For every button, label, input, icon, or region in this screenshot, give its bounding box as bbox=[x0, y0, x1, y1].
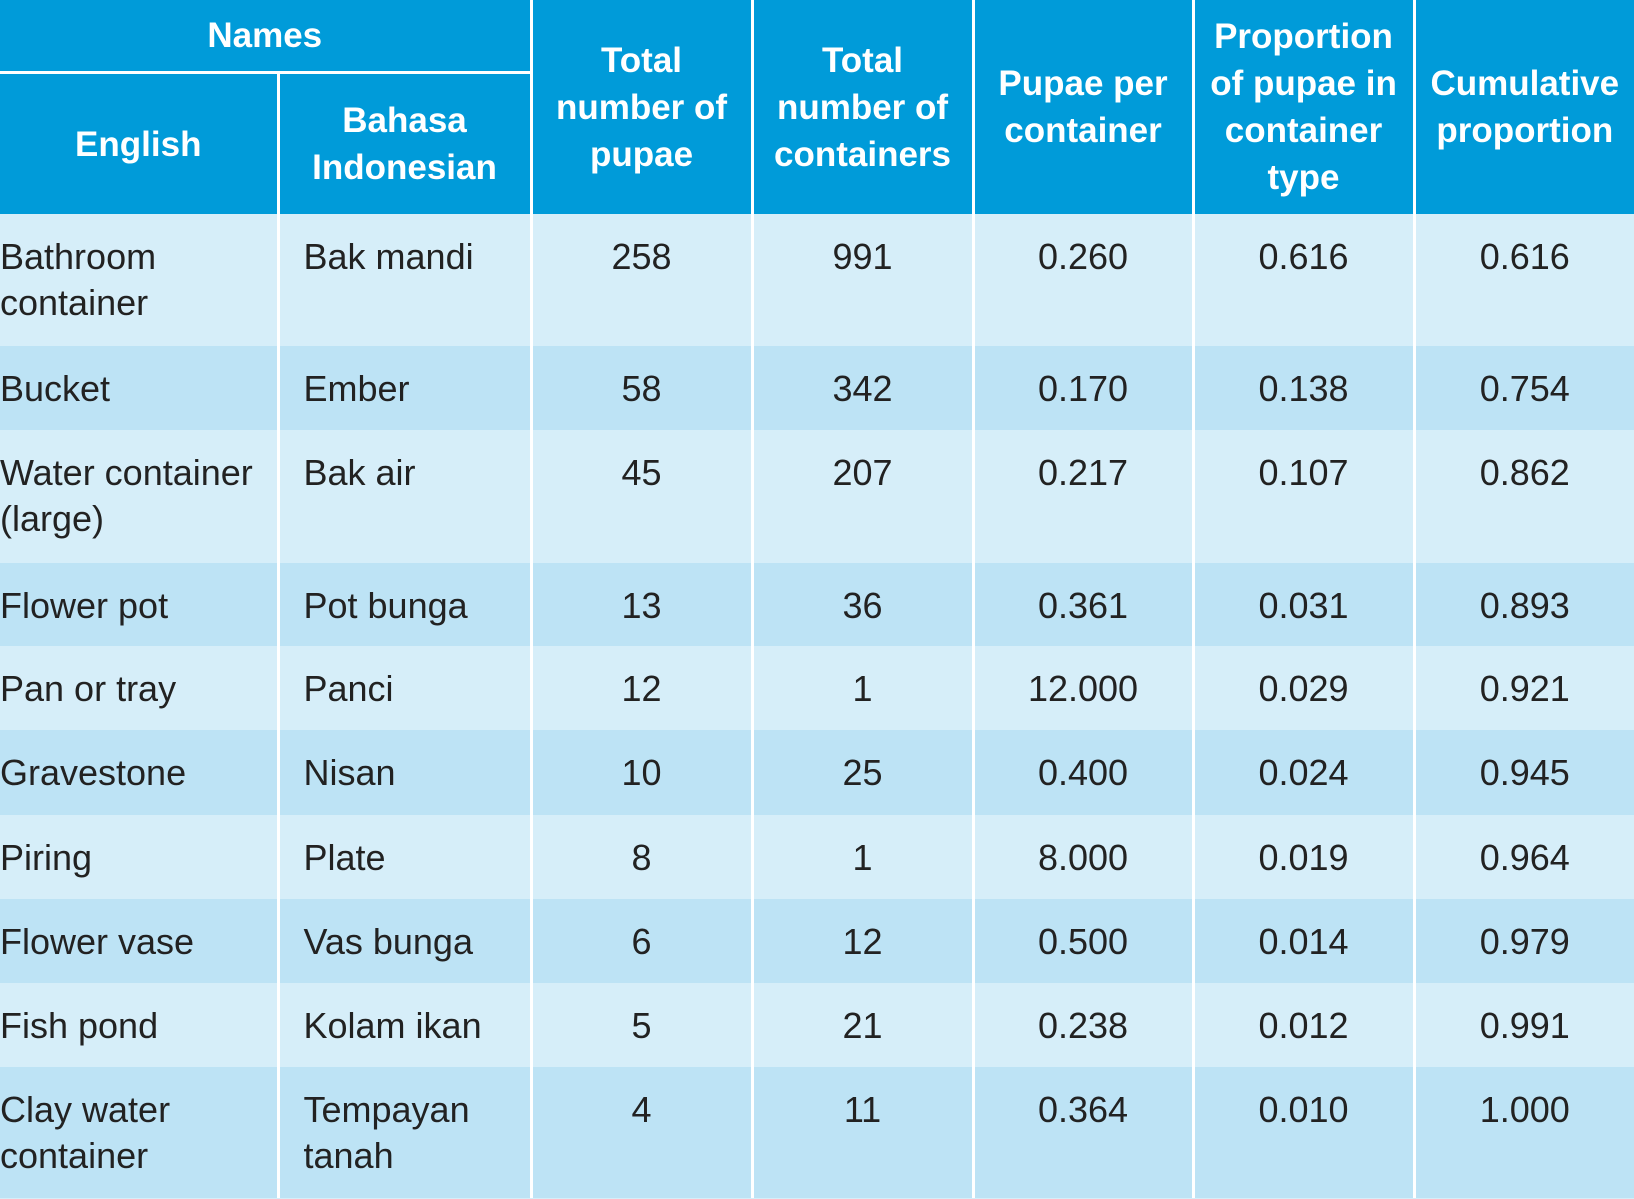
cell-cumulative: 0.945 bbox=[1412, 730, 1634, 815]
cell-cumulative: 0.921 bbox=[1412, 646, 1634, 730]
cell-cumulative: 0.893 bbox=[1412, 563, 1634, 646]
cell-proportion: 0.616 bbox=[1191, 214, 1415, 346]
table-row: Fish pond Kolam ikan 5 21 0.238 0.012 0.991 bbox=[0, 983, 1634, 1067]
cell-english: Clay water container bbox=[0, 1067, 278, 1198]
cell-total-pupae: 45 bbox=[529, 430, 753, 563]
cell-english: Piring bbox=[0, 815, 278, 899]
table-row: Clay water container Tempayan tanah 4 11 0.3… bbox=[0, 1067, 1634, 1198]
cell-english: Flower pot bbox=[0, 563, 278, 646]
cell-proportion: 0.031 bbox=[1191, 563, 1415, 646]
cell-total-containers: 36 bbox=[750, 563, 974, 646]
header-proportion: Proportion of pupae in container type bbox=[1191, 0, 1415, 214]
cell-bahasa: Bak mandi bbox=[276, 214, 532, 346]
cell-bahasa: Pot bunga bbox=[276, 563, 532, 646]
cell-total-pupae: 13 bbox=[529, 563, 753, 646]
table-row: Bucket Ember 58 342 0.170 0.138 0.754 bbox=[0, 346, 1634, 430]
cell-proportion: 0.024 bbox=[1191, 730, 1415, 815]
cell-total-containers: 207 bbox=[750, 430, 974, 563]
cell-total-pupae: 8 bbox=[529, 815, 753, 899]
cell-bahasa: Kolam ikan bbox=[276, 983, 532, 1067]
cell-english: Fish pond bbox=[0, 983, 278, 1067]
cell-proportion: 0.012 bbox=[1191, 983, 1415, 1067]
cell-proportion: 0.138 bbox=[1191, 346, 1415, 430]
cell-total-containers: 342 bbox=[750, 346, 974, 430]
cell-total-pupae: 5 bbox=[529, 983, 753, 1067]
cell-bahasa: Tempayan tanah bbox=[276, 1067, 532, 1198]
cell-total-pupae: 12 bbox=[529, 646, 753, 730]
table-row: Water container (large) Bak air 45 207 0.217… bbox=[0, 430, 1634, 563]
cell-cumulative: 0.862 bbox=[1412, 430, 1634, 563]
cell-proportion: 0.107 bbox=[1191, 430, 1415, 563]
cell-bahasa: Nisan bbox=[276, 730, 532, 815]
table-row: Gravestone Nisan 10 25 0.400 0.024 0.945 bbox=[0, 730, 1634, 815]
cell-cumulative: 0.979 bbox=[1412, 899, 1634, 983]
cell-cumulative: 0.991 bbox=[1412, 983, 1634, 1067]
table-row: Flower vase Vas bunga 6 12 0.500 0.014 0.979 bbox=[0, 899, 1634, 983]
table-row: Piring Plate 8 1 8.000 0.019 0.964 bbox=[0, 815, 1634, 899]
cell-cumulative: 0.964 bbox=[1412, 815, 1634, 899]
cell-total-pupae: 6 bbox=[529, 899, 753, 983]
header-total-pupae: Total number of pupae bbox=[529, 0, 753, 214]
table-row: Bathroom container Bak mandi 258 991 0.260 0.… bbox=[0, 214, 1634, 346]
cell-pupae-per-container: 0.260 bbox=[971, 214, 1194, 346]
cell-pupae-per-container: 0.400 bbox=[971, 730, 1194, 815]
cell-english: Pan or tray bbox=[0, 646, 278, 730]
cell-pupae-per-container: 0.170 bbox=[971, 346, 1194, 430]
cell-english: Flower vase bbox=[0, 899, 278, 983]
cell-pupae-per-container: 0.217 bbox=[971, 430, 1194, 563]
cell-pupae-per-container: 8.000 bbox=[971, 815, 1194, 899]
cell-total-containers: 1 bbox=[750, 815, 974, 899]
cell-total-containers: 11 bbox=[750, 1067, 974, 1198]
cell-total-containers: 12 bbox=[750, 899, 974, 983]
cell-english: Bucket bbox=[0, 346, 278, 430]
cell-cumulative: 0.616 bbox=[1412, 214, 1634, 346]
header-total-containers: Total number of containers bbox=[750, 0, 974, 214]
cell-english: Gravestone bbox=[0, 730, 278, 815]
cell-total-pupae: 58 bbox=[529, 346, 753, 430]
cell-pupae-per-container: 0.361 bbox=[971, 563, 1194, 646]
cell-pupae-per-container: 12.000 bbox=[971, 646, 1194, 730]
cell-total-containers: 1 bbox=[750, 646, 974, 730]
cell-proportion: 0.019 bbox=[1191, 815, 1415, 899]
cell-total-pupae: 258 bbox=[529, 214, 753, 346]
header-pupae-per-container: Pupae per container bbox=[971, 0, 1194, 214]
header-cumulative: Cumulative proportion bbox=[1412, 0, 1634, 214]
cell-bahasa: Plate bbox=[276, 815, 532, 899]
cell-cumulative: 0.754 bbox=[1412, 346, 1634, 430]
table-row: Pan or tray Panci 12 1 12.000 0.029 0.921 bbox=[0, 646, 1634, 730]
cell-total-pupae: 10 bbox=[529, 730, 753, 815]
cell-proportion: 0.029 bbox=[1191, 646, 1415, 730]
table-body: Bathroom container Bak mandi 258 991 0.260 0.… bbox=[0, 214, 1634, 1198]
table-row: Flower pot Pot bunga 13 36 0.361 0.031 0.893 bbox=[0, 563, 1634, 646]
header-english: English bbox=[0, 72, 278, 214]
cell-total-containers: 25 bbox=[750, 730, 974, 815]
cell-cumulative: 1.000 bbox=[1412, 1067, 1634, 1198]
cell-pupae-per-container: 0.500 bbox=[971, 899, 1194, 983]
cell-pupae-per-container: 0.364 bbox=[971, 1067, 1194, 1198]
cell-total-containers: 21 bbox=[750, 983, 974, 1067]
cell-total-pupae: 4 bbox=[529, 1067, 753, 1198]
table-header: Names Total number of pupae Total number… bbox=[0, 0, 1634, 214]
header-bahasa: Bahasa Indonesian bbox=[276, 72, 532, 214]
cell-bahasa: Bak air bbox=[276, 430, 532, 563]
cell-proportion: 0.010 bbox=[1191, 1067, 1415, 1198]
cell-pupae-per-container: 0.238 bbox=[971, 983, 1194, 1067]
cell-english: Bathroom container bbox=[0, 214, 278, 346]
cell-english: Water container (large) bbox=[0, 430, 278, 563]
cell-bahasa: Panci bbox=[276, 646, 532, 730]
cell-bahasa: Ember bbox=[276, 346, 532, 430]
cell-proportion: 0.014 bbox=[1191, 899, 1415, 983]
header-names-group: Names bbox=[0, 0, 532, 74]
cell-total-containers: 991 bbox=[750, 214, 974, 346]
cell-bahasa: Vas bunga bbox=[276, 899, 532, 983]
